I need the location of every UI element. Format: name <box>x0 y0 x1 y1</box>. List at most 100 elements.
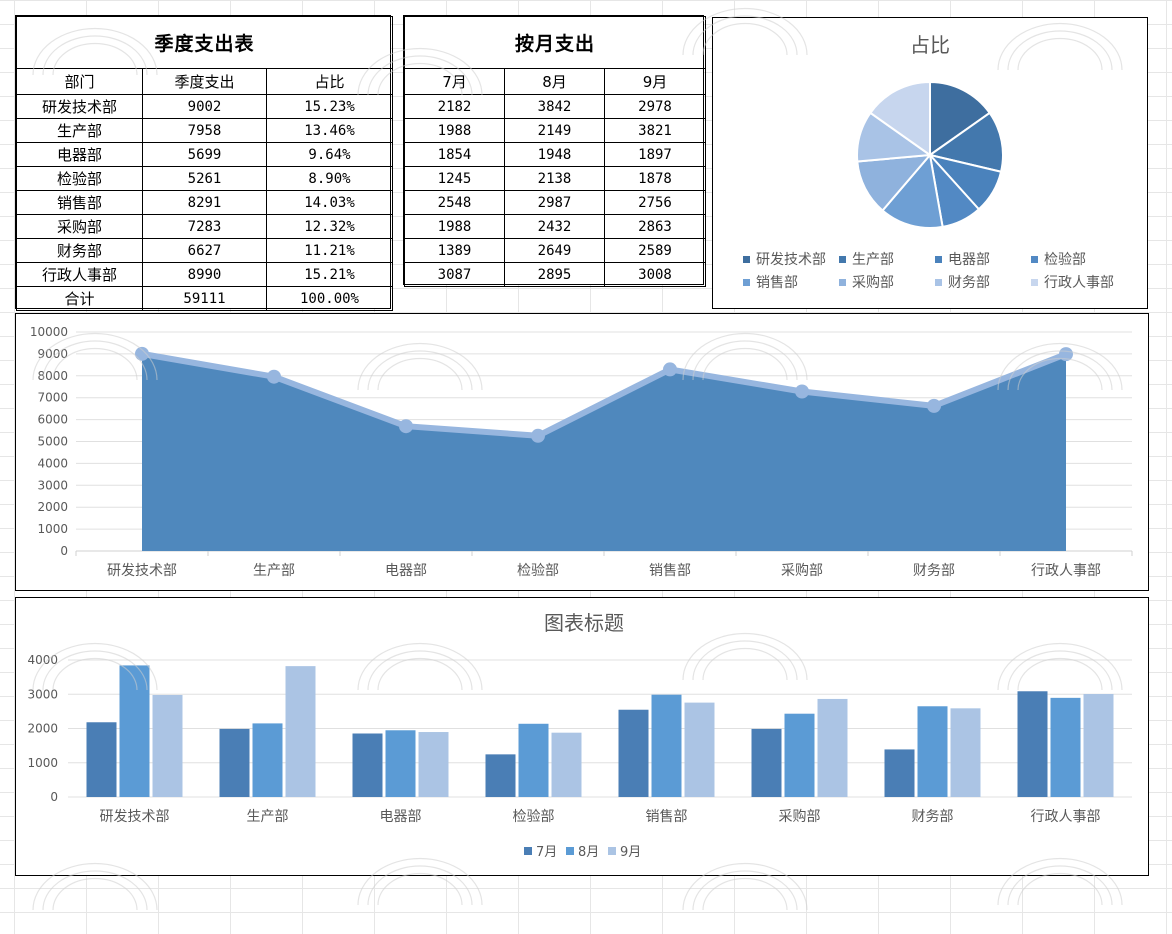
spend-cell[interactable]: 9002 <box>142 94 267 119</box>
spend-cell[interactable]: 7958 <box>142 118 267 143</box>
spend-cell[interactable]: 8990 <box>142 262 267 287</box>
month-spend-cell[interactable]: 3008 <box>603 262 707 287</box>
bar[interactable] <box>817 698 848 797</box>
ratio-cell[interactable]: 8.90% <box>266 166 393 191</box>
total-cell[interactable]: 59111 <box>142 286 267 311</box>
data-point[interactable] <box>1059 347 1073 362</box>
x-tick-label: 电器部 <box>385 563 427 579</box>
total-cell[interactable]: 合计 <box>16 286 143 311</box>
bar-chart-panel[interactable]: 图表标题 0 1000 2000 3000 4000 研发技术部 生产部 电器部 检验部 销售部… <box>15 597 1149 876</box>
ratio-cell[interactable]: 9.64% <box>266 142 393 167</box>
bar[interactable] <box>86 722 117 797</box>
data-point[interactable] <box>663 362 677 377</box>
pie-slice[interactable] <box>927 111 1004 173</box>
department-cell[interactable]: 生产部 <box>16 118 143 143</box>
spend-cell[interactable]: 5699 <box>142 142 267 167</box>
data-point[interactable] <box>795 384 809 399</box>
department-cell[interactable]: 电器部 <box>16 142 143 167</box>
month-spend-cell[interactable]: 2138 <box>504 166 605 191</box>
bar[interactable] <box>751 728 782 797</box>
bar[interactable] <box>252 723 283 797</box>
bar[interactable] <box>551 732 582 797</box>
data-point[interactable] <box>927 398 941 413</box>
department-cell[interactable]: 研发技术部 <box>16 94 143 119</box>
department-cell[interactable]: 检验部 <box>16 166 143 191</box>
month-spend-cell[interactable]: 2548 <box>404 190 505 215</box>
ratio-cell[interactable]: 15.21% <box>266 262 393 287</box>
pie-slice[interactable] <box>929 80 992 157</box>
x-tick-label: 研发技术部 <box>107 563 177 579</box>
month-spend-cell[interactable]: 2182 <box>404 94 505 119</box>
spend-cell[interactable]: 8291 <box>142 190 267 215</box>
y-tick-label: 9000 <box>37 347 68 361</box>
department-cell[interactable]: 采购部 <box>16 214 143 239</box>
data-point[interactable] <box>531 428 545 443</box>
ratio-cell[interactable]: 11.21% <box>266 238 393 263</box>
bar[interactable] <box>352 733 383 798</box>
bar[interactable] <box>219 728 250 797</box>
bar[interactable] <box>784 713 815 797</box>
spend-cell[interactable]: 5261 <box>142 166 267 191</box>
data-point[interactable] <box>399 419 413 434</box>
bar[interactable] <box>618 709 649 797</box>
month-spend-cell[interactable]: 3087 <box>404 262 505 287</box>
y-tick-label: 1000 <box>27 756 58 770</box>
header-cell: 9月 <box>603 68 707 95</box>
ratio-cell[interactable]: 15.23% <box>266 94 393 119</box>
bar[interactable] <box>1017 691 1048 797</box>
legend-swatch <box>524 847 532 855</box>
month-spend-cell[interactable]: 1988 <box>404 118 505 143</box>
month-spend-cell[interactable]: 1948 <box>504 142 605 167</box>
bar[interactable] <box>119 665 150 797</box>
pie-slice[interactable] <box>868 80 931 157</box>
ratio-cell[interactable]: 14.03% <box>266 190 393 215</box>
data-point[interactable] <box>135 346 149 361</box>
month-spend-cell[interactable]: 2978 <box>603 94 707 119</box>
bar[interactable] <box>518 723 549 797</box>
bar[interactable] <box>917 706 948 797</box>
bar[interactable] <box>385 730 416 797</box>
month-spend-cell[interactable]: 1854 <box>404 142 505 167</box>
month-spend-cell[interactable]: 1988 <box>404 214 505 239</box>
month-spend-cell[interactable]: 2895 <box>504 262 605 287</box>
bar[interactable] <box>884 749 915 797</box>
bar[interactable] <box>285 666 316 797</box>
bar[interactable] <box>651 694 682 797</box>
legend-swatch <box>839 256 846 263</box>
data-point[interactable] <box>267 369 281 384</box>
bar[interactable] <box>418 732 449 797</box>
pie-chart-panel[interactable]: 占比 研发技术部 生产部 电器部 检验部 销售部 采购部 财务部 行政人事部 <box>712 17 1148 309</box>
bar[interactable] <box>485 754 516 797</box>
month-spend-cell[interactable]: 2589 <box>603 238 707 263</box>
month-spend-cell[interactable]: 3821 <box>603 118 707 143</box>
department-cell[interactable]: 销售部 <box>16 190 143 215</box>
bar[interactable] <box>1050 697 1081 797</box>
ratio-cell[interactable]: 12.32% <box>266 214 393 239</box>
department-cell[interactable]: 行政人事部 <box>16 262 143 287</box>
month-spend-cell[interactable]: 2863 <box>603 214 707 239</box>
month-spend-cell[interactable]: 2432 <box>504 214 605 239</box>
bar[interactable] <box>1083 693 1114 797</box>
bar[interactable] <box>684 702 715 797</box>
y-tick-label: 5000 <box>37 435 68 449</box>
table-row: 行政人事部 8990 15.21% <box>16 262 393 287</box>
area-chart-panel[interactable]: 0 1000 2000 3000 4000 5000 6000 7000 8000 9000 100… <box>15 313 1149 591</box>
month-spend-cell[interactable]: 1389 <box>404 238 505 263</box>
spend-cell[interactable]: 6627 <box>142 238 267 263</box>
bar[interactable] <box>152 695 183 797</box>
department-cell[interactable]: 财务部 <box>16 238 143 263</box>
month-spend-cell[interactable]: 2149 <box>504 118 605 143</box>
month-spend-cell[interactable]: 1245 <box>404 166 505 191</box>
spend-cell[interactable]: 7283 <box>142 214 267 239</box>
ratio-cell[interactable]: 13.46% <box>266 118 393 143</box>
month-spend-cell[interactable]: 3842 <box>504 94 605 119</box>
bar[interactable] <box>950 708 981 797</box>
month-spend-cell[interactable]: 2756 <box>603 190 707 215</box>
area-chart: 0 1000 2000 3000 4000 5000 6000 7000 8000 9000 100… <box>30 325 1133 579</box>
month-spend-cell[interactable]: 1897 <box>603 142 707 167</box>
month-spend-cell[interactable]: 2649 <box>504 238 605 263</box>
month-spend-cell[interactable]: 2987 <box>504 190 605 215</box>
month-spend-cell[interactable]: 1878 <box>603 166 707 191</box>
pie-slice[interactable] <box>881 152 944 229</box>
total-cell[interactable]: 100.00% <box>266 286 393 311</box>
